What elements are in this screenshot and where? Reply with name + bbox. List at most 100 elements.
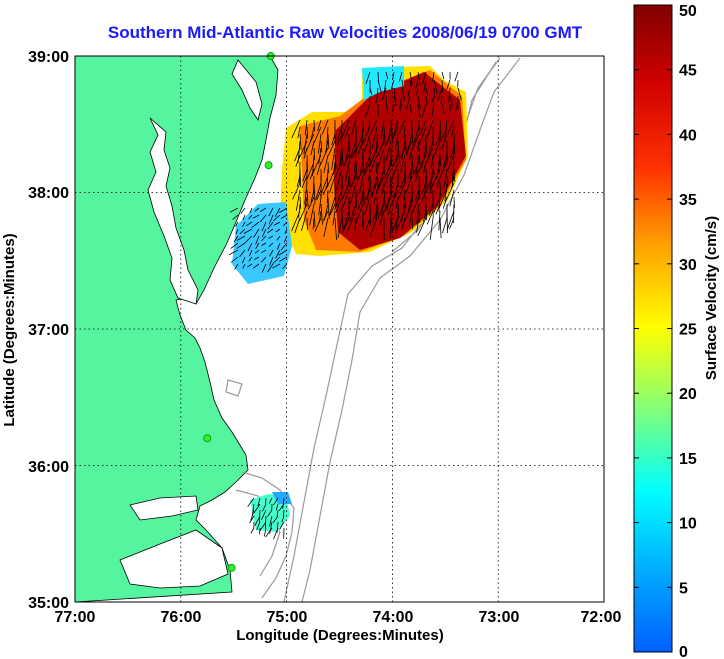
- velocity-vector: [431, 140, 441, 161]
- velocity-vector: [369, 175, 372, 198]
- velocity-vector: [242, 221, 246, 227]
- velocity-vector: [230, 242, 239, 249]
- velocity-vector: [339, 154, 343, 166]
- velocity-vector: [291, 119, 301, 139]
- velocity-vector: [400, 154, 406, 172]
- velocity-vector: [268, 497, 273, 504]
- velocity-vector: [295, 189, 301, 211]
- velocity-vector: [329, 203, 336, 216]
- velocity-vector: [262, 503, 267, 512]
- map-title: Southern Mid-Atlantic Raw Velocities 200…: [108, 23, 583, 42]
- velocity-vector: [295, 154, 301, 167]
- velocity-vector: [417, 154, 427, 172]
- velocity-vector: [267, 221, 274, 230]
- velocity-region-virginia: [232, 202, 292, 284]
- velocity-vector: [235, 221, 239, 227]
- velocity-vector: [273, 527, 279, 540]
- velocity-vector: [263, 527, 267, 537]
- velocity-vector: [261, 263, 267, 273]
- velocity-vector: [279, 256, 288, 262]
- velocity-vector: [275, 228, 281, 233]
- velocity-vector: [364, 217, 371, 233]
- velocity-vector: [267, 228, 274, 234]
- velocity-vector: [259, 521, 267, 532]
- velocity-vector: [449, 95, 454, 106]
- velocity-vector: [321, 119, 329, 135]
- velocity-vector: [364, 161, 371, 175]
- velocity-vector: [343, 154, 350, 167]
- velocity-vector: [279, 521, 285, 530]
- x-tick-label: 75:00: [267, 609, 308, 626]
- velocity-vector: [441, 71, 445, 80]
- velocity-vector: [392, 103, 395, 112]
- velocity-vector: [376, 161, 378, 174]
- velocity-vector: [272, 515, 279, 523]
- velocity-vector: [406, 95, 411, 110]
- velocity-vector: [375, 140, 378, 154]
- velocity-vector: [319, 175, 329, 197]
- velocity-vector: [377, 140, 385, 157]
- velocity-vector: [435, 133, 441, 146]
- velocity-vector: [317, 119, 322, 132]
- velocity-vector: [409, 147, 413, 161]
- velocity-vector: [273, 497, 279, 506]
- velocity-vector: [328, 196, 336, 218]
- velocity-vector: [304, 119, 308, 136]
- velocity-vector: [457, 87, 462, 101]
- velocity-vector: [440, 95, 443, 104]
- colorbar-label: Surface Velocity (cm/s): [703, 216, 720, 380]
- velocity-vector: [251, 221, 260, 228]
- velocity-vector: [389, 175, 392, 189]
- velocity-vector: [282, 263, 288, 269]
- velocity-vector: [417, 103, 421, 117]
- velocity-vector: [446, 210, 455, 231]
- chesapeake-bay: [147, 117, 199, 305]
- velocity-vector: [253, 503, 261, 514]
- velocity-vector: [439, 154, 442, 167]
- velocity-vector: [411, 126, 414, 143]
- velocity-vector: [435, 203, 441, 215]
- velocity-vector: [376, 196, 379, 219]
- velocity-vector: [322, 210, 329, 222]
- radar-station-outer-banks-north: [203, 434, 212, 443]
- velocity-vector: [312, 126, 322, 146]
- velocity-vector: [377, 168, 385, 190]
- velocity-vector: [377, 79, 383, 94]
- velocity-vector: [342, 217, 350, 233]
- velocity-vector: [233, 235, 239, 243]
- velocity-vector: [422, 210, 427, 223]
- velocity-field: [232, 66, 468, 532]
- velocity-vector: [361, 189, 364, 203]
- velocity-vector: [253, 228, 260, 238]
- radar-station-delmarva: [264, 161, 273, 170]
- velocity-vector: [432, 161, 435, 175]
- x-axis-label: Longitude (Degrees:Minutes): [236, 627, 444, 644]
- velocity-vector: [269, 515, 273, 527]
- x-tick-label: 76:00: [161, 609, 202, 626]
- velocity-vector: [353, 154, 357, 172]
- velocity-vector: [397, 140, 400, 163]
- velocity-vector: [396, 182, 406, 204]
- colorbar-tick-label: 45: [679, 63, 697, 80]
- velocity-vector: [265, 527, 273, 538]
- velocity-vector: [442, 126, 448, 138]
- colorbar-tick-label: 20: [679, 386, 697, 403]
- velocity-vector: [361, 126, 371, 146]
- velocity-region-delaware-high: [334, 72, 466, 250]
- velocity-vector: [334, 161, 343, 178]
- velocity-vector: [284, 228, 288, 235]
- velocity-vector: [249, 515, 255, 524]
- velocity-vector: [385, 140, 392, 162]
- velocity-vector: [380, 119, 385, 140]
- velocity-vector: [449, 217, 455, 230]
- velocity-vector: [316, 161, 322, 176]
- velocity-vector: [425, 95, 428, 106]
- velocity-vector: [261, 235, 267, 242]
- velocity-vector: [385, 103, 389, 114]
- velocity-vector: [371, 126, 378, 149]
- velocity-vector: [438, 189, 448, 210]
- velocity-vector: [417, 217, 427, 236]
- velocity-vector: [313, 182, 316, 205]
- velocity-vector: [439, 119, 442, 142]
- velocity-vector: [358, 168, 364, 180]
